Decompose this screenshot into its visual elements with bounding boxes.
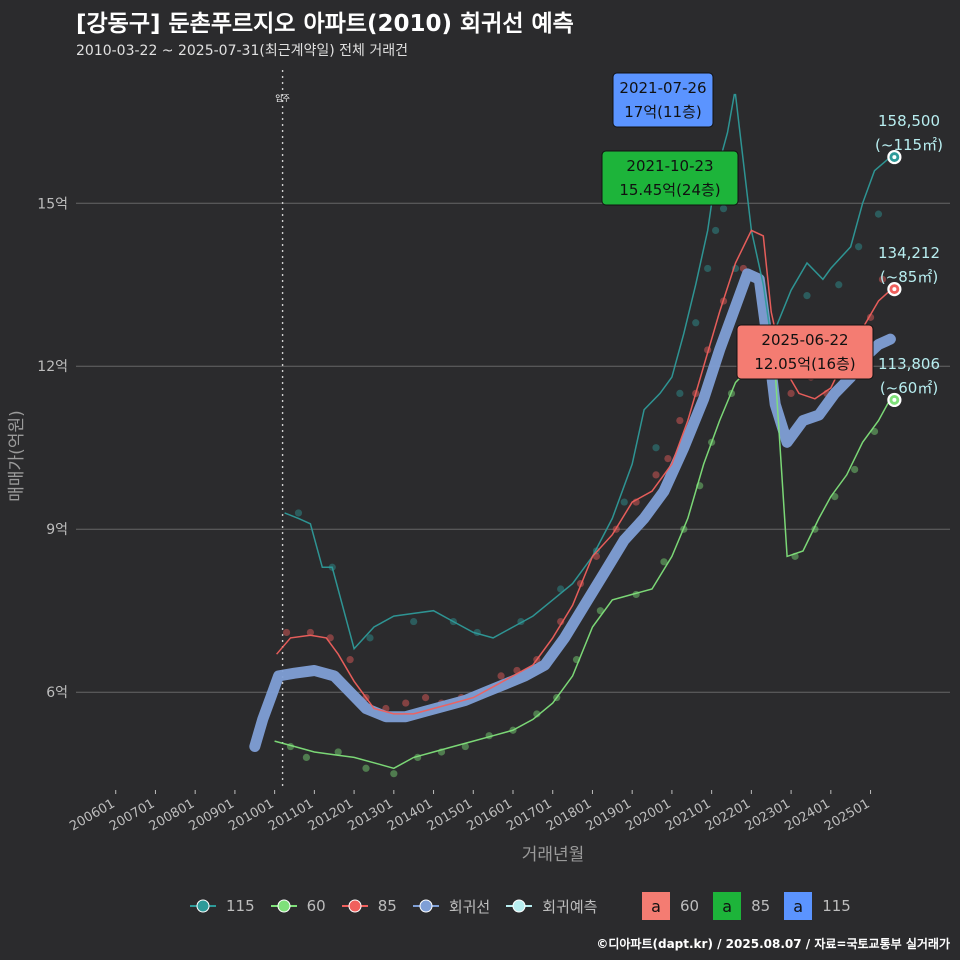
scatter-point-85 (652, 471, 660, 479)
scatter-point-60 (461, 742, 469, 751)
annotation-box (601, 150, 739, 206)
annotation-price: 12.05억(16층) (754, 355, 855, 373)
label-legend-key: a (784, 892, 813, 920)
scatter-point-115 (294, 509, 303, 517)
scatter-point-115 (855, 243, 863, 251)
scatter-point-60 (362, 764, 370, 772)
series-line-115 (284, 93, 891, 651)
scatter-point-115 (557, 585, 565, 593)
scatter-point-115 (803, 292, 811, 300)
scatter-point-85 (557, 617, 565, 626)
scatter-point-85 (878, 275, 887, 283)
forecast-point-core (892, 397, 897, 402)
y-tick-label: 6억 (46, 685, 68, 701)
scatter-point-115 (652, 444, 660, 452)
scatter-point-85 (497, 672, 505, 680)
forecast-point-core (892, 155, 897, 160)
x-tick-label: 202501 (822, 796, 872, 834)
scatter-point-115 (692, 319, 700, 327)
scatter-point-115 (704, 264, 712, 273)
scatter-point-115 (410, 617, 418, 626)
annotation-price: 17억(11층) (624, 103, 701, 121)
scatter-point-85 (664, 454, 672, 463)
scatter-point-60 (660, 558, 668, 566)
annotation-price: 15.45억(24층) (619, 181, 720, 199)
x-axis-title: 거래년월 (522, 845, 585, 865)
y-axis-title: 매매가(억원) (7, 410, 27, 501)
scatter-point-60 (533, 710, 541, 718)
scatter-point-85 (676, 416, 684, 425)
label-legend-key: a (713, 892, 742, 920)
scatter-point-85 (402, 699, 410, 707)
legend-swatch (270, 899, 297, 913)
legend-swatch (506, 899, 533, 913)
label-legend-item: a 60 (642, 892, 699, 920)
series-line-85 (276, 229, 891, 715)
legend-swatch (190, 899, 216, 913)
annotation-date: 2021-10-23 (626, 157, 713, 175)
annotation-date: 2021-07-26 (619, 79, 706, 97)
regression-line (249, 268, 896, 752)
chart-title: [강동구] 둔촌푸르지오 아파트(2010) 회귀선 예측 (76, 11, 574, 37)
legend-series: 115 60 85 회귀선 회귀예측 (188, 894, 611, 918)
legend-label: 회귀선 (448, 897, 491, 916)
y-tick-label: 15억 (37, 196, 68, 212)
forecast-size-label: (~60㎡) (880, 379, 938, 397)
legend-label: 60 (306, 897, 326, 915)
forecast-point-core (892, 287, 897, 292)
legend-swatch (341, 899, 368, 913)
scatter-point-60 (302, 753, 311, 762)
legend-item: 60 (269, 897, 326, 915)
forecast-value-label: 158,500 (878, 112, 940, 130)
y-tick-label: 9억 (46, 522, 68, 538)
legend-item: 115 (188, 897, 255, 915)
scatter-point-85 (346, 656, 354, 664)
legend-label: 115 (226, 897, 255, 915)
scatter-point-85 (282, 628, 291, 637)
move-in-label: 입주 (275, 94, 290, 103)
footer-credit: ©디아파트(dapt.kr) / 2025.08.07 / 자료=국토교통부 실… (596, 937, 950, 951)
legend-item: 회귀선 (411, 896, 490, 917)
label-legend-key: a (642, 892, 670, 920)
label-legend-item: a 115 (784, 892, 851, 920)
label-legend-item: a 85 (713, 892, 770, 920)
scatter-point-85 (422, 694, 430, 702)
label-legend-text: 60 (680, 897, 700, 915)
annotation-box (736, 324, 874, 380)
scatter-point-115 (620, 498, 628, 506)
label-legend-text: 115 (822, 897, 851, 915)
forecast-value-label: 134,212 (878, 244, 940, 262)
scatter-point-115 (835, 281, 843, 289)
legend-item: 회귀예측 (504, 896, 597, 917)
annotation-box (612, 72, 714, 128)
label-legend-text: 85 (751, 897, 771, 915)
scatter-point-60 (390, 770, 398, 778)
legend-item: 85 (340, 897, 397, 915)
forecast-size-label: (~115㎡) (875, 136, 943, 154)
legend-label: 85 (377, 897, 397, 915)
scatter-point-85 (787, 389, 795, 398)
legend-labels: a 60 a 85 a 115 (642, 892, 865, 920)
legend-swatch (412, 899, 439, 913)
scatter-point-115 (719, 205, 728, 213)
scatter-point-60 (334, 748, 342, 756)
scatter-point-115 (366, 634, 374, 642)
scatter-point-115 (676, 389, 684, 398)
legend-label: 회귀예측 (542, 897, 598, 916)
chart-subtitle: 2010-03-22 ~ 2025-07-31(최근계약일) 전체 거래건 (76, 43, 408, 59)
forecast-value-label: 113,806 (878, 355, 940, 373)
annotation-date: 2025-06-22 (761, 331, 848, 349)
forecast-size-label: (~85㎡) (880, 268, 938, 286)
y-tick-label: 12억 (37, 359, 68, 375)
series-line-60 (274, 359, 892, 770)
scatter-point-115 (712, 226, 720, 235)
scatter-point-115 (874, 210, 883, 218)
scatter-point-60 (851, 465, 859, 474)
scatter-point-85 (306, 628, 314, 637)
